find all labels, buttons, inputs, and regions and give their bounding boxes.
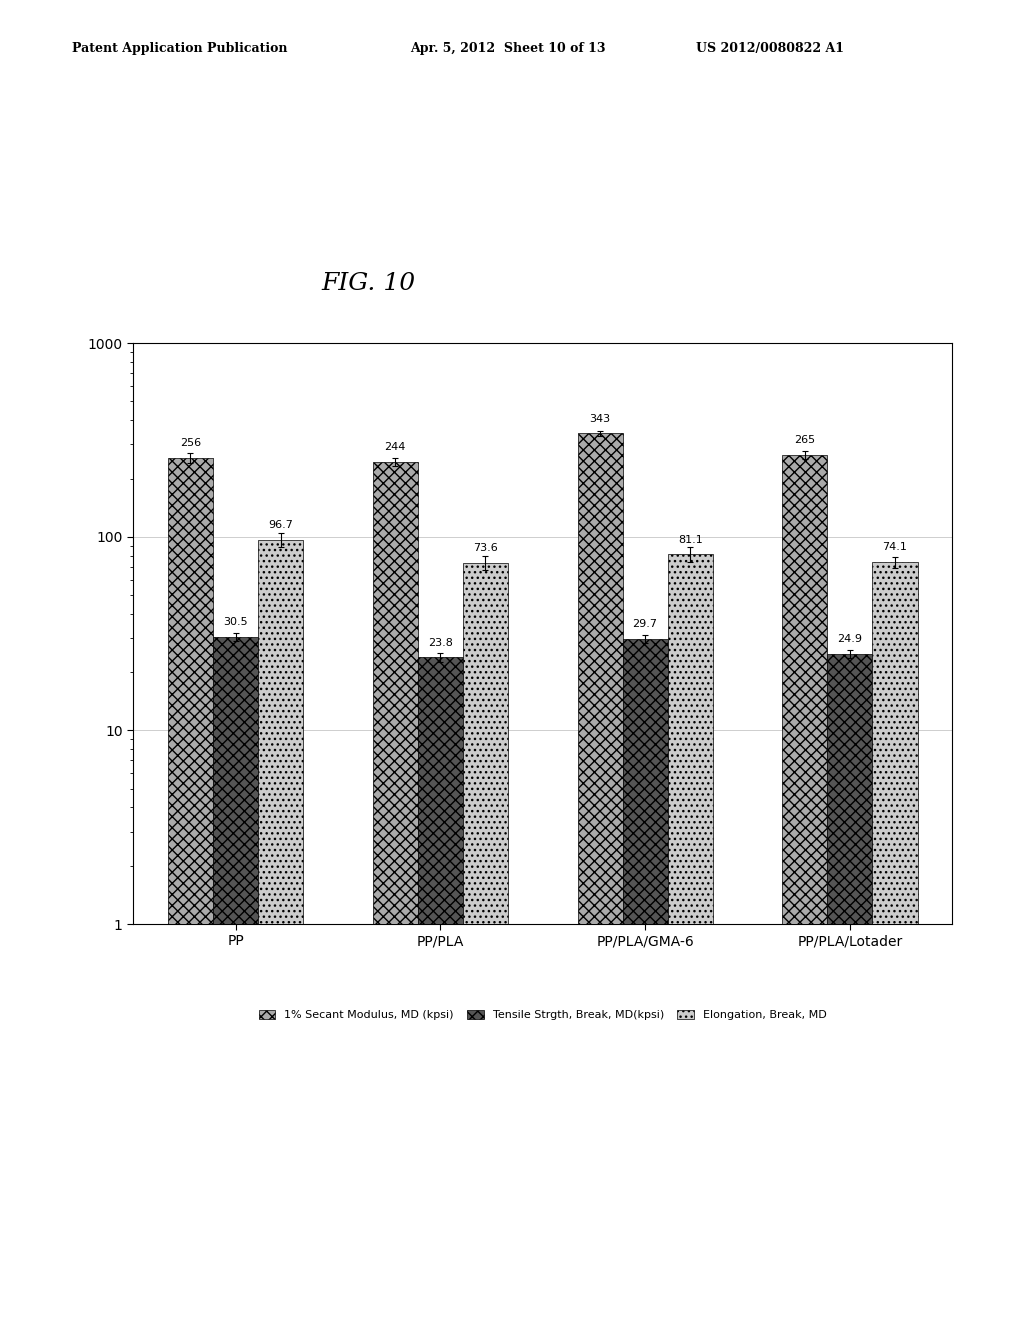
Bar <box>168 458 213 1320</box>
Legend: 1% Secant Modulus, MD (kpsi), Tensile Strgth, Break, MD(kpsi), Elongation, Break: 1% Secant Modulus, MD (kpsi), Tensile St… <box>254 1005 831 1024</box>
Text: 96.7: 96.7 <box>268 520 293 531</box>
Text: FIG. 10: FIG. 10 <box>322 272 416 296</box>
Bar <box>258 540 303 1320</box>
Bar <box>463 562 508 1320</box>
Text: 23.8: 23.8 <box>428 638 453 648</box>
Text: US 2012/0080822 A1: US 2012/0080822 A1 <box>696 42 845 55</box>
Bar <box>578 433 623 1320</box>
Text: 265: 265 <box>795 436 815 445</box>
Bar <box>872 562 918 1320</box>
Bar <box>418 657 463 1320</box>
Bar <box>373 462 418 1320</box>
Text: 81.1: 81.1 <box>678 535 702 545</box>
Text: Patent Application Publication: Patent Application Publication <box>72 42 287 55</box>
Text: 343: 343 <box>590 413 610 424</box>
Bar <box>623 639 668 1320</box>
Bar <box>668 554 713 1320</box>
Text: 244: 244 <box>385 442 406 453</box>
Bar <box>827 653 872 1320</box>
Bar <box>213 636 258 1320</box>
Text: 30.5: 30.5 <box>223 618 248 627</box>
Text: Apr. 5, 2012  Sheet 10 of 13: Apr. 5, 2012 Sheet 10 of 13 <box>410 42 605 55</box>
Text: 74.1: 74.1 <box>883 543 907 553</box>
Text: 29.7: 29.7 <box>633 619 657 630</box>
Bar <box>782 455 827 1320</box>
Text: 256: 256 <box>180 438 201 449</box>
Text: 73.6: 73.6 <box>473 543 498 553</box>
Text: 24.9: 24.9 <box>838 634 862 644</box>
